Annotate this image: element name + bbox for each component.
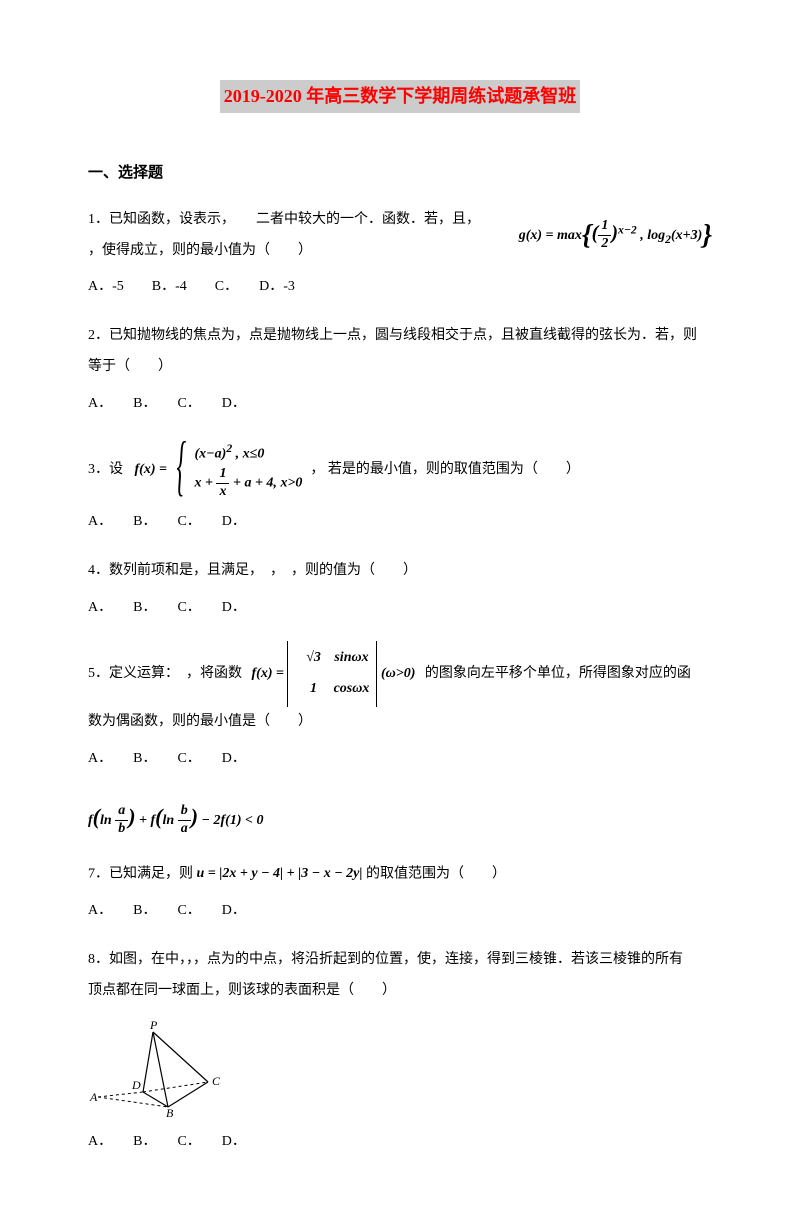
- label-P: P: [149, 1018, 158, 1032]
- label-C: C: [212, 1074, 221, 1088]
- label-D: D: [131, 1078, 141, 1092]
- q5-prefix: 5．定义运算： ，将函数: [88, 666, 242, 681]
- q4-line1: 4．数列前项和是，且满足， ， ，则的值为（ ）: [88, 556, 712, 587]
- q5-suffix: 的图象向左平移个单位，所得图象对应的函: [425, 666, 691, 681]
- question-4: 4．数列前项和是，且满足， ， ，则的值为（ ） A． B． C． D．: [88, 556, 712, 624]
- q1-options: A．-5 B．-4 C． D．-3: [88, 272, 712, 303]
- q7-options: A． B． C． D．: [88, 896, 712, 927]
- tetrahedron-svg: P A B C D: [88, 1017, 228, 1117]
- q7-prefix: 7．已知满足，则: [88, 867, 193, 882]
- question-7: 7．已知满足，则 u = |2x + y − 4| + |3 − x − 2y|…: [88, 859, 712, 927]
- q1-formula: g(x) = max{(12)x−2 , log2(x+3)}: [519, 205, 712, 267]
- q6-formula: f(ln ab) + f(ln ba) − 2f(1) < 0: [88, 793, 263, 841]
- q3-prefix: 3．设: [88, 462, 123, 477]
- q7-suffix: 的取值范围为（ ）: [366, 867, 506, 882]
- q8-options: A． B． C． D．: [88, 1127, 712, 1158]
- q4-options: A． B． C． D．: [88, 593, 712, 624]
- q5-formula: f(x) = √3sinωx 1cosωx (ω>0): [252, 641, 416, 707]
- question-6-formula: f(ln ab) + f(ln ba) − 2f(1) < 0: [88, 793, 712, 841]
- page-title: 2019-2020 年高三数学下学期周练试题承智班: [220, 80, 581, 113]
- q5-line2: 数为偶函数，则的最小值是（ ）: [88, 707, 712, 738]
- q8-diagram: P A B C D: [88, 1017, 712, 1117]
- question-1: g(x) = max{(12)x−2 , log2(x+3)} 1．已知函数，设…: [88, 205, 712, 303]
- label-B: B: [166, 1106, 174, 1117]
- q8-line2: 顶点都在同一球面上，则该球的表面积是（ ）: [88, 976, 712, 1007]
- title-container: 2019-2020 年高三数学下学期周练试题承智班: [88, 80, 712, 137]
- q2-line2: 等于（ ）: [88, 352, 712, 383]
- q5-options: A． B． C． D．: [88, 744, 712, 775]
- q3-suffix: 若是的最小值，则的取值范围为（ ）: [328, 462, 580, 477]
- q2-line1: 2．已知抛物线的焦点为，点是抛物线上一点，圆与线段相交于点，且被直线截得的弦长为…: [88, 321, 712, 352]
- question-5: 5．定义运算： ，将函数 f(x) = √3sinωx 1cosωx (ω>0)…: [88, 641, 712, 774]
- q8-line1: 8．如图，在中，，，点为的中点，将沿折起到的位置，使，连接，得到三棱锥．若该三棱…: [88, 945, 712, 976]
- section-heading: 一、选择题: [88, 161, 712, 185]
- label-A: A: [89, 1090, 98, 1104]
- q7-formula: u = |2x + y − 4| + |3 − x − 2y|: [197, 859, 363, 890]
- q3-formula: f(x) = (x−a)2 , x≤0 x + 1x + a + 4, x>0: [135, 438, 303, 501]
- question-8: 8．如图，在中，，，点为的中点，将沿折起到的位置，使，连接，得到三棱锥．若该三棱…: [88, 945, 712, 1157]
- question-3: 3．设 f(x) = (x−a)2 , x≤0 x + 1x + a + 4, …: [88, 438, 712, 538]
